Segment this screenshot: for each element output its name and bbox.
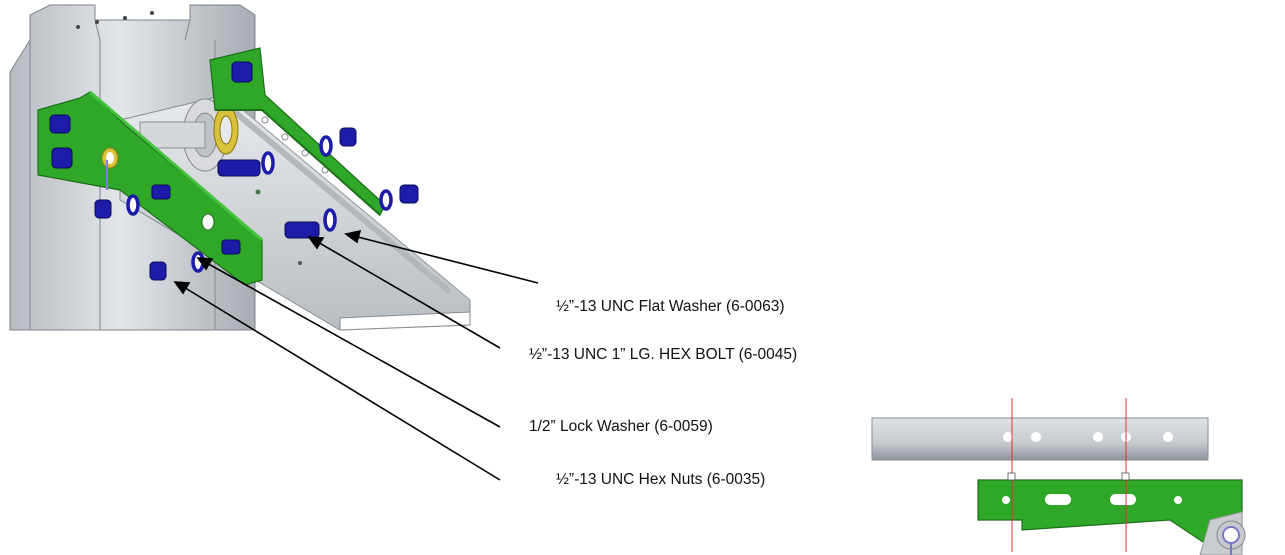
hardware-nuts-bolts-washers [49, 61, 419, 281]
leader-lines [173, 229, 539, 481]
side-detail-view [871, 398, 1246, 555]
left-bracket-plate [37, 90, 263, 286]
pulley-wheel [139, 98, 239, 172]
leader-hex-nuts [173, 281, 501, 481]
assembly-3d-view [9, 4, 471, 331]
leader-hex-bolt [307, 236, 501, 349]
detail-rail [871, 417, 1209, 461]
callout-lock-washer: 1/2” Lock Washer (6-0059) [529, 418, 713, 435]
callout-hex-bolt: ½”-13 UNC 1” LG. HEX BOLT (6-0045) [529, 346, 798, 363]
guide-marker-left [1007, 472, 1016, 481]
detail-bracket [977, 479, 1246, 555]
right-bracket-plate [209, 47, 386, 216]
guide-marker-right [1121, 472, 1130, 481]
callout-flat-washer: ½”-13 UNC Flat Washer (6-0063) [556, 298, 785, 315]
callout-hex-nuts: ½”-13 UNC Hex Nuts (6-0035) [556, 471, 766, 488]
leader-lock-washer [196, 257, 501, 428]
leader-flat-washer [344, 229, 539, 284]
